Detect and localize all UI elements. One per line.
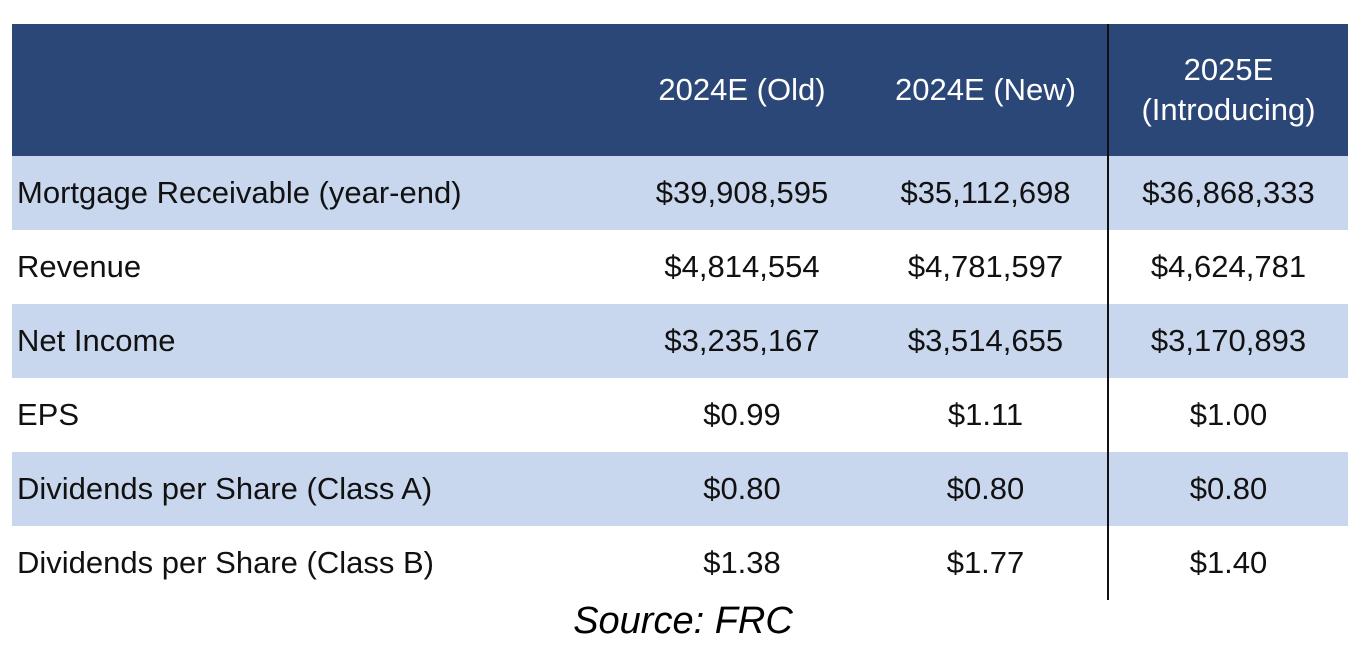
cell-2024e-new: $1.77 — [864, 526, 1108, 600]
cell-2024e-old: $0.80 — [620, 452, 864, 526]
header-empty-cell — [12, 24, 620, 156]
cell-2024e-new: $1.11 — [864, 378, 1108, 452]
header-2024e-new: 2024E (New) — [864, 24, 1108, 156]
table-header-row: 2024E (Old) 2024E (New) 2025E (Introduci… — [12, 24, 1348, 156]
row-label: Dividends per Share (Class A) — [12, 452, 620, 526]
cell-2024e-old: $0.99 — [620, 378, 864, 452]
header-2025e: 2025E (Introducing) — [1107, 24, 1348, 156]
source-caption: Source: FRC — [573, 600, 793, 642]
cell-2025e: $1.00 — [1107, 378, 1348, 452]
table-row-eps: EPS $0.99 $1.11 $1.00 — [12, 378, 1348, 452]
cell-2025e: $3,170,893 — [1107, 304, 1348, 378]
cell-2024e-new: $4,781,597 — [864, 230, 1108, 304]
cell-2025e: $0.80 — [1107, 452, 1348, 526]
header-2024e-old: 2024E (Old) — [620, 24, 864, 156]
cell-2024e-new: $0.80 — [864, 452, 1108, 526]
header-2025e-line1: 2025E — [1183, 52, 1274, 87]
cell-2025e: $4,624,781 — [1107, 230, 1348, 304]
row-label: Net Income — [12, 304, 620, 378]
row-label: Mortgage Receivable (year-end) — [12, 156, 620, 230]
table-row-dividends-class-a: Dividends per Share (Class A) $0.80 $0.8… — [12, 452, 1348, 526]
cell-2024e-old: $39,908,595 — [620, 156, 864, 230]
cell-2024e-new: $35,112,698 — [864, 156, 1108, 230]
header-2025e-line2: (Introducing) — [1141, 92, 1316, 127]
table-row-dividends-class-b: Dividends per Share (Class B) $1.38 $1.7… — [12, 526, 1348, 600]
row-label: Revenue — [12, 230, 620, 304]
cell-2025e: $1.40 — [1107, 526, 1348, 600]
cell-2024e-old: $1.38 — [620, 526, 864, 600]
table-row-net-income: Net Income $3,235,167 $3,514,655 $3,170,… — [12, 304, 1348, 378]
row-label: EPS — [12, 378, 620, 452]
cell-2024e-old: $3,235,167 — [620, 304, 864, 378]
row-label: Dividends per Share (Class B) — [12, 526, 620, 600]
forecast-table: 2024E (Old) 2024E (New) 2025E (Introduci… — [12, 24, 1348, 600]
cell-2025e: $36,868,333 — [1107, 156, 1348, 230]
cell-2024e-old: $4,814,554 — [620, 230, 864, 304]
forecast-table-container: 2024E (Old) 2024E (New) 2025E (Introduci… — [12, 24, 1348, 600]
cell-2024e-new: $3,514,655 — [864, 304, 1108, 378]
table-row-mortgage-receivable: Mortgage Receivable (year-end) $39,908,5… — [12, 156, 1348, 230]
table-row-revenue: Revenue $4,814,554 $4,781,597 $4,624,781 — [12, 230, 1348, 304]
